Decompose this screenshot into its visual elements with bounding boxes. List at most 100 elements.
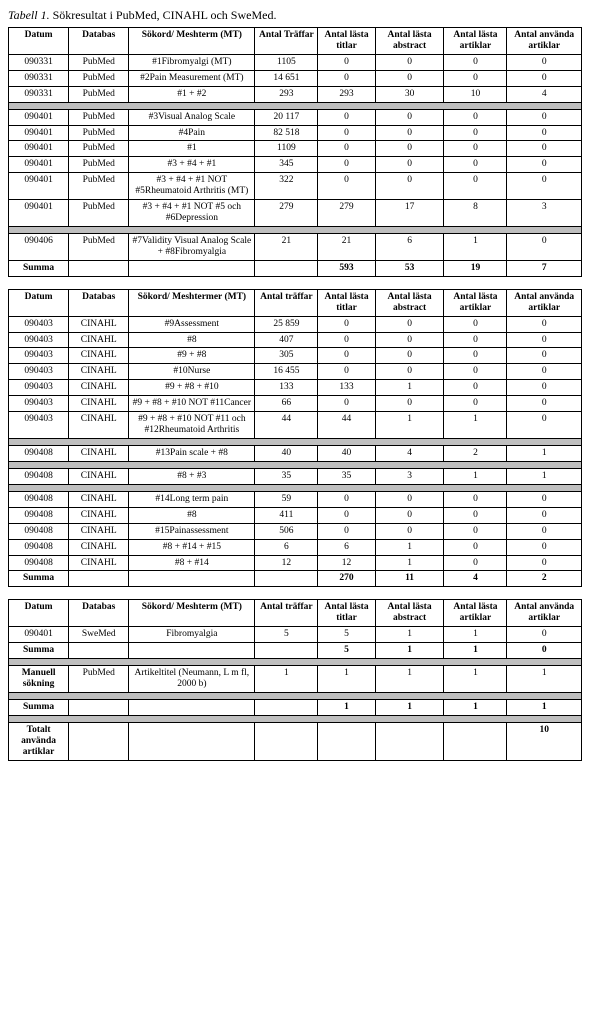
cell-abs: 0 xyxy=(375,507,444,523)
cell-hits: 1 xyxy=(255,666,318,693)
table-row: 090403CINAHL#10Nurse16 4550000 xyxy=(9,364,582,380)
cell-titl: 0 xyxy=(318,54,375,70)
cell-art: 0 xyxy=(444,125,507,141)
total-cell xyxy=(444,722,507,760)
cell-use: 0 xyxy=(507,332,582,348)
summary-row: Summa5110 xyxy=(9,643,582,659)
cell-hits: 40 xyxy=(255,445,318,461)
cell-hits: 506 xyxy=(255,523,318,539)
cell-db: CINAHL xyxy=(69,396,129,412)
cell-titl: 133 xyxy=(318,380,375,396)
cell-art: 0 xyxy=(444,555,507,571)
cell-hits: 411 xyxy=(255,507,318,523)
spacer-row xyxy=(9,484,582,491)
cell-db: PubMed xyxy=(69,141,129,157)
table-row: 090408CINAHL#8 + #33535311 xyxy=(9,468,582,484)
summa-label: Summa xyxy=(9,260,69,276)
table-row: 090403CINAHL#9 + #8 + #10133133100 xyxy=(9,380,582,396)
summa-cell xyxy=(255,571,318,587)
cell-titl: 0 xyxy=(318,157,375,173)
cell-hits: 21 xyxy=(255,233,318,260)
table-row: 090403CINAHL#9Assessment25 8590000 xyxy=(9,316,582,332)
cell-term: #9 + #8 xyxy=(129,348,255,364)
cell-term: #2Pain Measurement (MT) xyxy=(129,70,255,86)
cell-abs: 0 xyxy=(375,54,444,70)
table-header-row: Datum Databas Sökord/ Meshterm (MT) Anta… xyxy=(9,600,582,627)
cell-abs: 3 xyxy=(375,468,444,484)
cell-abs: 0 xyxy=(375,109,444,125)
cell-hits: 1109 xyxy=(255,141,318,157)
table-header-row: Datum Databas Sökord/ Meshterm (MT) Anta… xyxy=(9,28,582,55)
cell-abs: 0 xyxy=(375,364,444,380)
cell-db: CINAHL xyxy=(69,332,129,348)
cell-abs: 4 xyxy=(375,445,444,461)
cell-use: 4 xyxy=(507,86,582,102)
cell-titl: 0 xyxy=(318,396,375,412)
cell-datum: 090408 xyxy=(9,523,69,539)
caption-label: Tabell 1. xyxy=(8,8,50,22)
cell-term: #9Assessment xyxy=(129,316,255,332)
caption-text: Sökresultat i PubMed, CINAHL och SweMed. xyxy=(50,8,277,22)
cell-use: 0 xyxy=(507,380,582,396)
cell-term: #1 + #2 xyxy=(129,86,255,102)
cell-hits: 12 xyxy=(255,555,318,571)
cell-use: 0 xyxy=(507,555,582,571)
cell-db: CINAHL xyxy=(69,468,129,484)
table-row: 090401PubMed#3 + #4 + #13450000 xyxy=(9,157,582,173)
cell-titl: 0 xyxy=(318,348,375,364)
cell-datum: 090408 xyxy=(9,507,69,523)
summa-cell: 5 xyxy=(318,643,375,659)
cell-art: 0 xyxy=(444,157,507,173)
cell-art: 0 xyxy=(444,380,507,396)
cell-datum: 090403 xyxy=(9,364,69,380)
summa-cell: 19 xyxy=(444,260,507,276)
cell-hits: 133 xyxy=(255,380,318,396)
table-row: 090408CINAHL#14Long term pain590000 xyxy=(9,491,582,507)
table-row: 090408CINAHL#8 + #141212100 xyxy=(9,555,582,571)
table-row: 090408CINAHL#15Painassessment5060000 xyxy=(9,523,582,539)
total-cell xyxy=(375,722,444,760)
cell-hits: 293 xyxy=(255,86,318,102)
spacer-row xyxy=(9,438,582,445)
total-cell xyxy=(255,722,318,760)
cell-use: 1 xyxy=(507,445,582,461)
col-anvanda: Antal använda artiklar xyxy=(507,600,582,627)
col-sokord: Sökord/ Meshterm (MT) xyxy=(129,28,255,55)
col-artiklar: Antal lästa artiklar xyxy=(444,28,507,55)
col-datum: Datum xyxy=(9,28,69,55)
cell-abs: 0 xyxy=(375,491,444,507)
col-databas: Databas xyxy=(69,289,129,316)
cell-datum: 090403 xyxy=(9,396,69,412)
cell-abs: 0 xyxy=(375,332,444,348)
cell-db: SweMed xyxy=(69,627,129,643)
cell-db: CINAHL xyxy=(69,491,129,507)
cell-titl: 0 xyxy=(318,125,375,141)
summa-cell: 270 xyxy=(318,571,375,587)
cell-datum: 090403 xyxy=(9,332,69,348)
cell-term: #1Fibromyalgi (MT) xyxy=(129,54,255,70)
cell-abs: 1 xyxy=(375,412,444,439)
table-row: 090408CINAHL#84110000 xyxy=(9,507,582,523)
cell-datum: 090408 xyxy=(9,468,69,484)
cell-datum: 090331 xyxy=(9,54,69,70)
cell-term: #13Pain scale + #8 xyxy=(129,445,255,461)
cell-abs: 0 xyxy=(375,141,444,157)
cell-hits: 59 xyxy=(255,491,318,507)
cell-db: CINAHL xyxy=(69,348,129,364)
cell-term: #8 xyxy=(129,332,255,348)
col-abstract: Antal lästa abstract xyxy=(375,600,444,627)
cell-use: 0 xyxy=(507,491,582,507)
cell-titl: 0 xyxy=(318,332,375,348)
cell-abs: 1 xyxy=(375,666,444,693)
col-titlar: Antal lästa titlar xyxy=(318,289,375,316)
cell-term: #3 + #4 + #1 xyxy=(129,157,255,173)
cell-hits: 322 xyxy=(255,173,318,200)
summa-cell: 0 xyxy=(507,643,582,659)
cell-datum: 090408 xyxy=(9,445,69,461)
cell-art: 8 xyxy=(444,200,507,227)
cell-datum: 090403 xyxy=(9,316,69,332)
summa-cell: 7 xyxy=(507,260,582,276)
table-row: 090401PubMed#3Visual Analog Scale20 1170… xyxy=(9,109,582,125)
cell-hits: 6 xyxy=(255,539,318,555)
cell-datum: 090408 xyxy=(9,555,69,571)
